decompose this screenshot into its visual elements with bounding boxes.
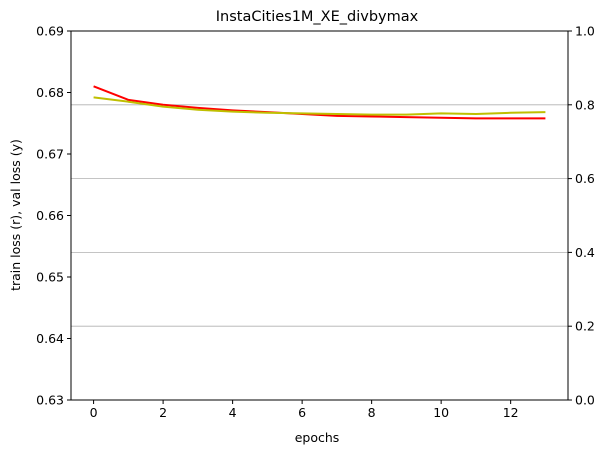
x-tick-label: 2	[159, 405, 167, 420]
series-lines	[93, 85, 546, 120]
y-tick-label: 0.65	[36, 270, 64, 285]
y2-tick-label: 0.2	[575, 319, 595, 334]
tick-marks: 0 2 4 6 8 10 12 0.63 0.64 0.65 0.66 0.67 0.68 0.69 0.0…	[36, 24, 595, 421]
y2-tick-label: 1.0	[575, 24, 595, 39]
series-line-1	[93, 85, 546, 120]
y-axis-label: train loss (r), val loss (y)	[8, 139, 23, 291]
x-tick-label: 10	[433, 405, 449, 420]
y-tick-label: 0.67	[36, 147, 64, 162]
y-tick-label: 0.63	[36, 393, 64, 408]
y-tick-label: 0.64	[36, 331, 64, 346]
x-tick-label: 8	[368, 405, 376, 420]
y-tick-label: 0.66	[36, 208, 64, 223]
x-tick-label: 12	[503, 405, 519, 420]
y2-tick-label: 0.4	[575, 245, 595, 260]
x-tick-label: 0	[90, 405, 98, 420]
y2-tick-label: 0.6	[575, 171, 595, 186]
plot-frame	[70, 30, 569, 401]
y-tick-label: 0.69	[36, 24, 64, 39]
y2-tick-label: 0.8	[575, 97, 595, 112]
series-line-2	[93, 96, 546, 116]
chart-title: InstaCities1M_XE_divbymax	[216, 9, 419, 25]
grid-lines	[71, 104, 568, 327]
y-tick-label: 0.68	[36, 85, 64, 100]
y2-tick-label: 0.0	[575, 393, 595, 408]
x-axis-label: epochs	[295, 430, 340, 445]
x-tick-label: 6	[298, 405, 306, 420]
x-tick-label: 4	[229, 405, 237, 420]
axes-frame	[70, 30, 569, 401]
